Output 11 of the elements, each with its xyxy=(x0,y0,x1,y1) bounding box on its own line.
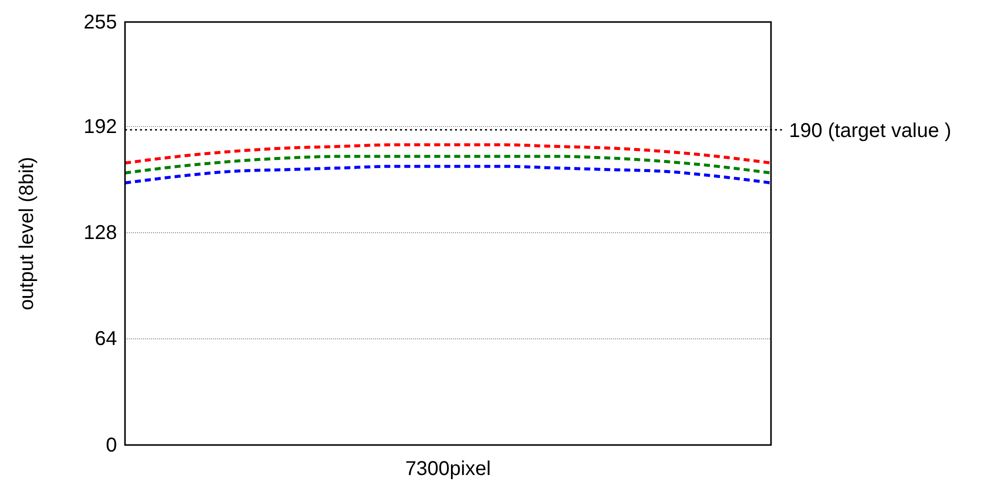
y-tick-label: 64 xyxy=(94,328,117,350)
y-tick-label: 0 xyxy=(106,434,117,456)
y-tick-label: 255 xyxy=(84,11,117,34)
y-tick-label: 128 xyxy=(84,222,117,244)
y-axis-title: output level (8bit) xyxy=(16,156,38,310)
line-series xyxy=(124,143,772,164)
y-tick-label: 192 xyxy=(84,116,117,138)
ref-line-label: 190 (target value ) xyxy=(789,120,952,142)
line-series xyxy=(124,154,772,174)
x-axis-title: 7300pixel xyxy=(405,458,491,480)
line-series xyxy=(124,164,772,184)
